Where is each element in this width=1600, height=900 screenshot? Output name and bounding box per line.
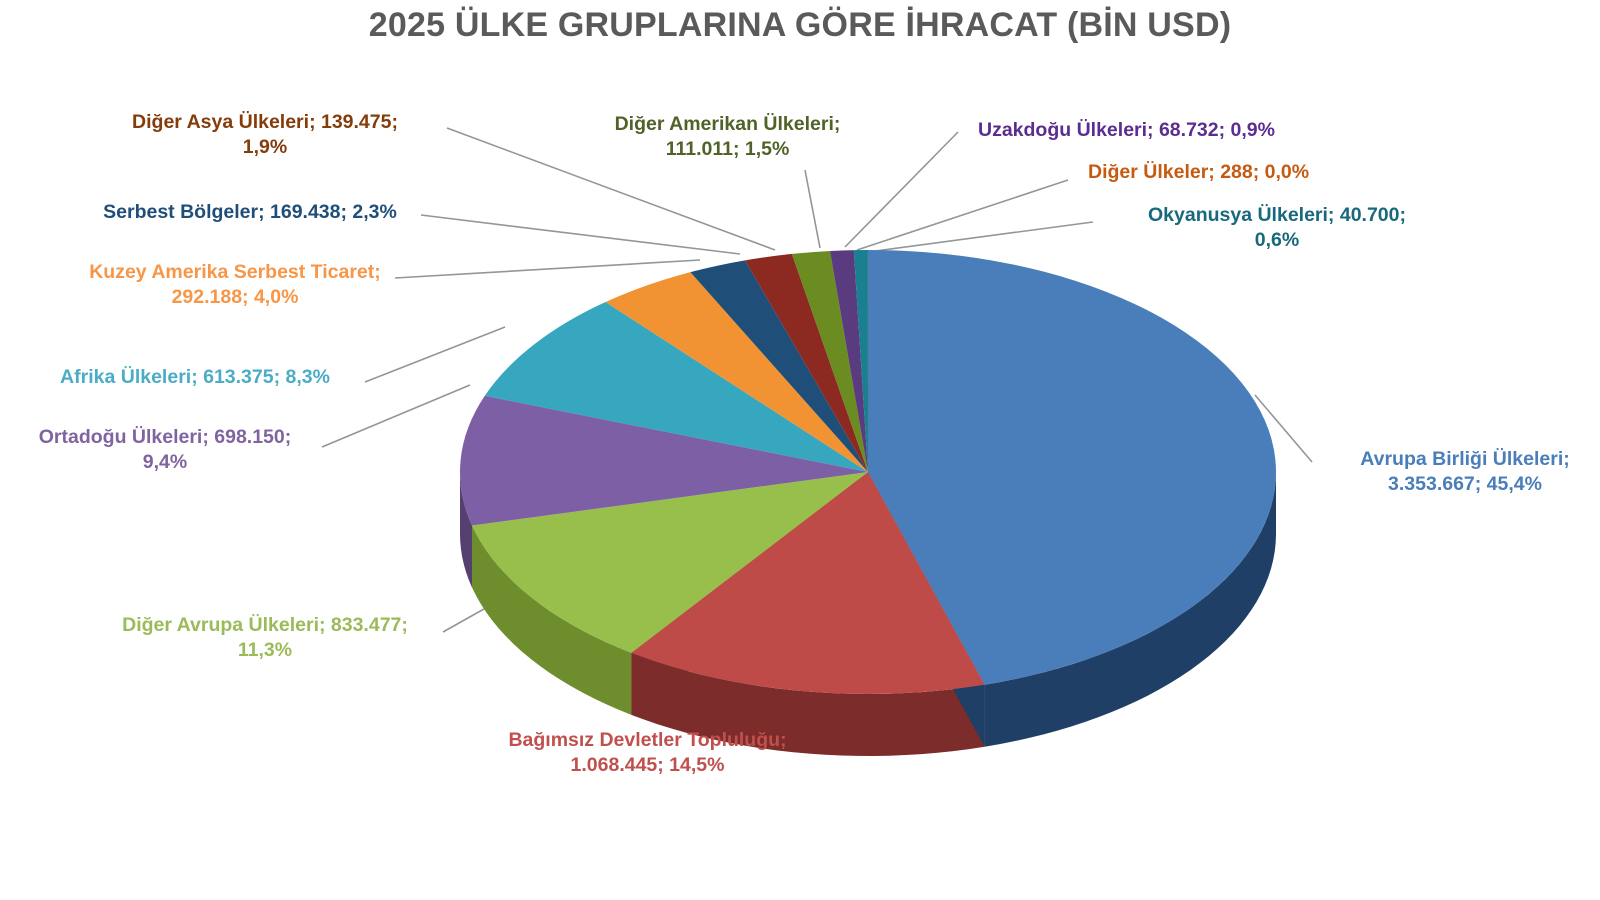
data-label-diger-avrupa: Diğer Avrupa Ülkeleri; 833.477; 11,3% xyxy=(122,614,408,662)
leader-line xyxy=(844,131,959,248)
pie-slice-kuzey-amerika-serbest-ticaret[interactable] xyxy=(605,272,868,472)
pie-slice-diger-asya[interactable] xyxy=(744,253,868,472)
pie-slice-diger-avrupa[interactable] xyxy=(472,472,868,653)
data-label-diger-ulkeler: Diğer Ülkeler; 288; 0,0% xyxy=(1088,161,1310,183)
leader-line xyxy=(364,326,506,383)
leader-line xyxy=(859,221,1094,254)
pie-slice-side-bagimsiz-devletler xyxy=(631,652,985,756)
data-label-afrika: Afrika Ülkeleri; 613.375; 8,3% xyxy=(60,366,330,388)
data-label-ortadogu: Ortadoğu Ülkeleri; 698.150; 9,4% xyxy=(38,426,292,474)
data-label-avrupa-birligi: Avrupa Birliği Ülkeleri; 3.353.667; 45,4… xyxy=(1360,448,1570,496)
leader-line xyxy=(446,127,776,251)
pie-slice-diger-amerikan[interactable] xyxy=(791,250,868,472)
pie-slice-uzakdogu[interactable] xyxy=(829,250,868,472)
leader-line xyxy=(804,169,821,249)
pie-slice-side-diger-avrupa xyxy=(472,525,632,715)
pie-slice-side-ortadogu xyxy=(460,472,473,588)
data-label-kuzey-amerika-serbest-ticaret: Kuzey Amerika Serbest Ticaret; 292.188; … xyxy=(89,261,381,309)
data-label-diger-asya: Diğer Asya Ülkeleri; 139.475; 1,9% xyxy=(132,111,398,159)
leader-line xyxy=(420,214,741,255)
pie-slice-afrika[interactable] xyxy=(484,302,868,472)
leader-line xyxy=(394,259,701,279)
leader-line xyxy=(1254,394,1313,463)
data-label-uzakdogu: Uzakdoğu Ülkeleri; 68.732; 0,9% xyxy=(978,119,1275,141)
leader-line xyxy=(321,384,471,448)
pie-slice-side-avrupa-birligi xyxy=(984,472,1276,747)
pie-slice-avrupa-birligi[interactable] xyxy=(868,250,1276,685)
pie-slice-ortadogu[interactable] xyxy=(460,395,868,526)
pie-slice-okyanusya[interactable] xyxy=(853,250,868,472)
leader-lines-group xyxy=(321,127,1313,722)
pie-slice-serbest-bolgeler[interactable] xyxy=(690,260,868,472)
data-label-okyanusya: Okyanusya Ülkeleri; 40.700; 0,6% xyxy=(1148,204,1406,252)
pie-slices-group xyxy=(460,250,1276,694)
data-label-bagimsiz-devletler-toplulugu: Bağımsız Devletler Topluluğu; 1.068.445;… xyxy=(508,729,787,777)
chart-title: 2025 ÜLKE GRUPLARINA GÖRE İHRACAT (BİN U… xyxy=(368,6,1232,44)
data-label-serbest-bolgeler: Serbest Bölgeler; 169.438; 2,3% xyxy=(103,201,397,223)
data-label-diger-amerikan: Diğer Amerikan Ülkeleri; 111.011; 1,5% xyxy=(614,113,841,161)
pie-slice-bagimsiz-devletler[interactable] xyxy=(631,472,985,694)
leader-line xyxy=(856,179,1069,251)
